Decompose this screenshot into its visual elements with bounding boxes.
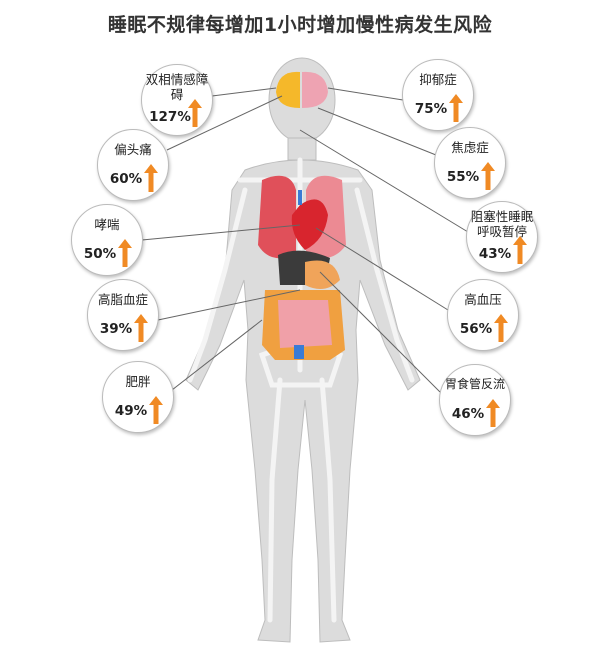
condition-value: 50% bbox=[83, 246, 117, 262]
condition-migraine: 偏头痛 60% bbox=[97, 129, 169, 201]
condition-gerd: 胃食管反流 46% bbox=[439, 364, 511, 436]
condition-name: 肥胖 bbox=[125, 374, 151, 389]
up-arrow-icon bbox=[449, 94, 463, 122]
up-arrow-icon bbox=[486, 399, 500, 427]
condition-hypertension: 高血压 56% bbox=[447, 279, 519, 351]
condition-sleep-apnea: 阻塞性睡眠呼吸暂停 43% bbox=[466, 201, 538, 273]
condition-name: 阻塞性睡眠呼吸暂停 bbox=[470, 209, 534, 239]
connector-lines bbox=[141, 87, 469, 393]
condition-obesity: 肥胖 49% bbox=[102, 361, 174, 433]
bladder bbox=[294, 345, 304, 359]
brain-right bbox=[302, 71, 328, 108]
condition-value: 127% bbox=[149, 109, 191, 125]
condition-value: 43% bbox=[478, 246, 512, 262]
condition-value: 60% bbox=[109, 171, 143, 187]
heart bbox=[291, 199, 328, 250]
up-arrow-icon bbox=[144, 164, 158, 192]
condition-name: 双相情感障碍 bbox=[145, 72, 209, 102]
condition-name: 抑郁症 bbox=[419, 72, 457, 87]
up-arrow-icon bbox=[134, 314, 148, 342]
condition-value: 56% bbox=[459, 321, 493, 337]
brain-left bbox=[276, 71, 300, 108]
condition-value: 75% bbox=[414, 101, 448, 117]
condition-bipolar-disorder: 双相情感障碍 127% bbox=[141, 64, 213, 136]
condition-name: 胃食管反流 bbox=[444, 377, 505, 391]
up-arrow-icon bbox=[149, 396, 163, 424]
condition-asthma: 哮喘 50% bbox=[71, 204, 143, 276]
up-arrow-icon bbox=[118, 239, 132, 267]
condition-value: 55% bbox=[446, 169, 480, 185]
condition-value: 39% bbox=[99, 321, 133, 337]
brain bbox=[276, 71, 328, 108]
condition-name: 高血压 bbox=[464, 292, 502, 307]
page-title: 睡眠不规律每增加1小时增加慢性病发生风险 bbox=[107, 14, 493, 36]
organs bbox=[258, 175, 346, 360]
up-arrow-icon bbox=[494, 314, 508, 342]
condition-value: 49% bbox=[114, 403, 148, 419]
condition-name: 高脂血症 bbox=[97, 292, 148, 307]
up-arrow-icon bbox=[188, 99, 202, 127]
condition-value: 46% bbox=[451, 406, 485, 422]
left-lung bbox=[258, 175, 296, 259]
condition-name: 偏头痛 bbox=[114, 142, 152, 157]
condition-hyperlipidemia: 高脂血症 39% bbox=[87, 279, 159, 351]
small-intestine bbox=[278, 300, 332, 348]
condition-depression: 抑郁症 75% bbox=[402, 59, 474, 131]
up-arrow-icon bbox=[513, 236, 527, 264]
condition-anxiety: 焦虑症 55% bbox=[434, 127, 506, 199]
up-arrow-icon bbox=[481, 162, 495, 190]
condition-name: 哮喘 bbox=[94, 217, 120, 232]
condition-name: 焦虑症 bbox=[451, 140, 489, 155]
